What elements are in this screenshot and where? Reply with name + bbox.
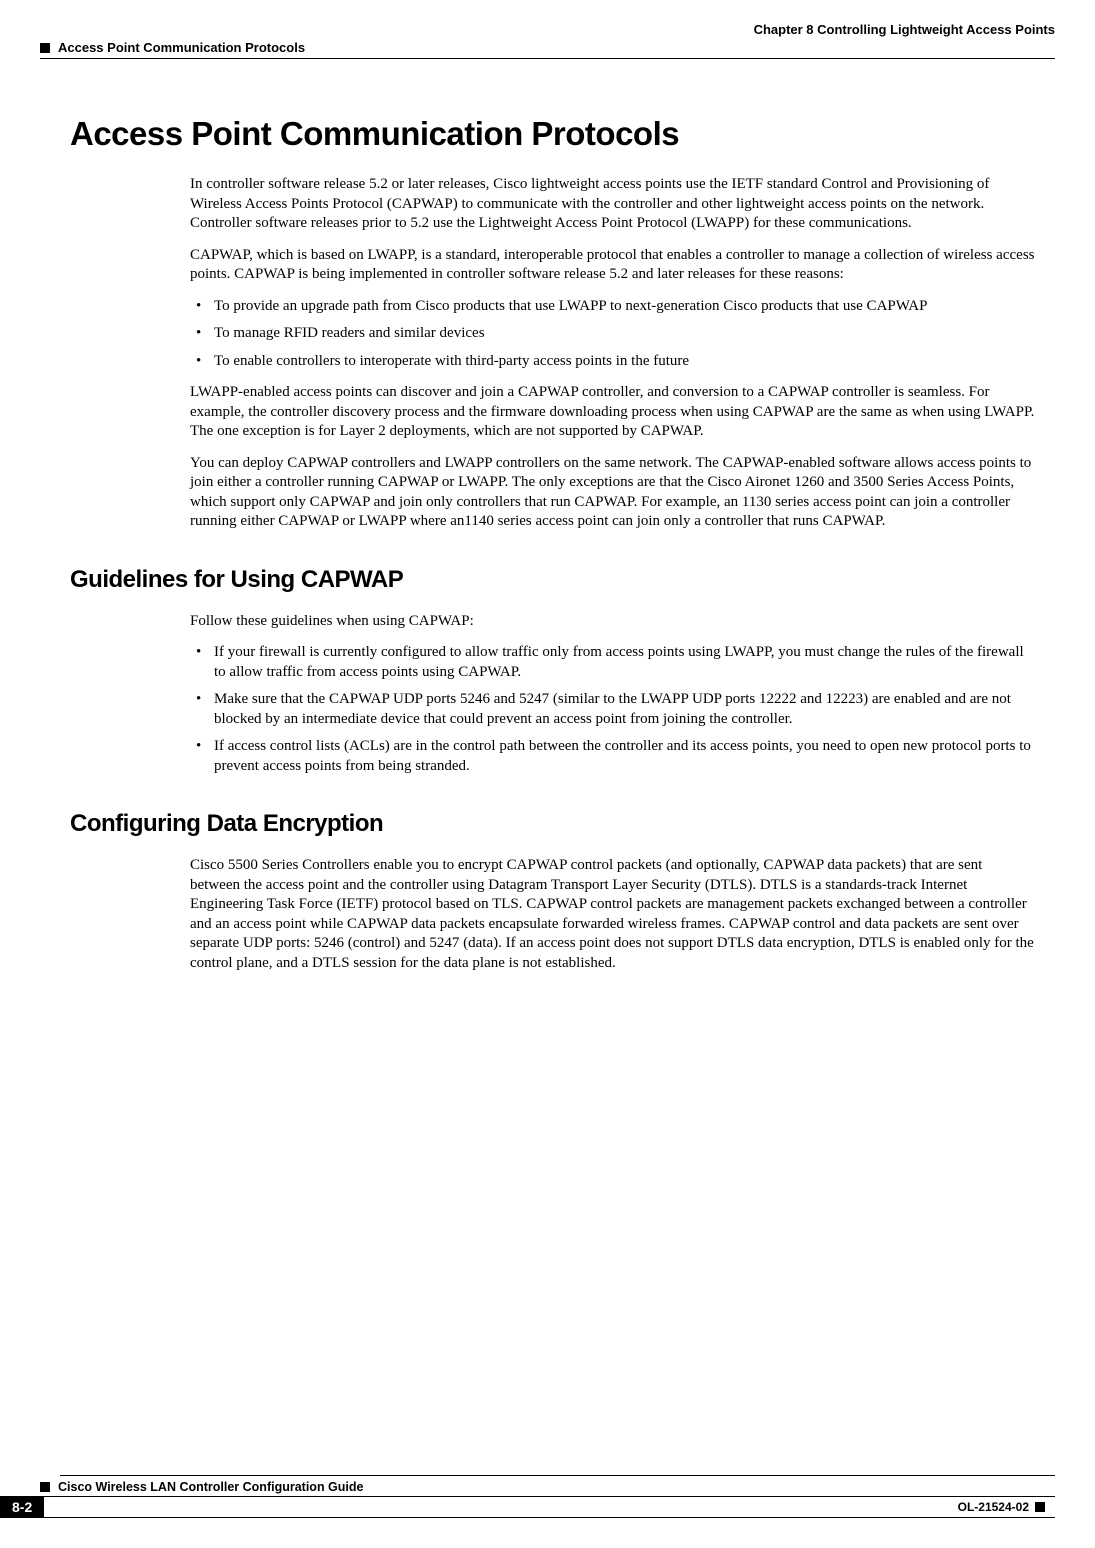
guidelines-block: Follow these guidelines when using CAPWA…	[190, 612, 1035, 777]
footer-square-icon	[40, 1482, 50, 1492]
list-item: If your firewall is currently configured…	[190, 643, 1035, 682]
heading-2-guidelines: Guidelines for Using CAPWAP	[70, 566, 1035, 594]
doc-id: OL-21524-02	[958, 1500, 1029, 1514]
header-right: Chapter 8 Controlling Lightweight Access…	[754, 22, 1055, 37]
footer-title-row: Cisco Wireless LAN Controller Configurat…	[40, 1480, 1095, 1494]
encryption-block: Cisco 5500 Series Controllers enable you…	[190, 856, 1035, 973]
page-content: Access Point Communication Protocols In …	[70, 115, 1035, 985]
header-rule	[40, 58, 1055, 59]
paragraph: You can deploy CAPWAP controllers and LW…	[190, 454, 1035, 532]
paragraph: CAPWAP, which is based on LWAPP, is a st…	[190, 246, 1035, 285]
footer-end-square-icon	[1035, 1502, 1045, 1512]
list-item: To enable controllers to interoperate wi…	[190, 352, 1035, 372]
header-section-title: Access Point Communication Protocols	[58, 40, 305, 55]
page-header: Access Point Communication Protocols Cha…	[40, 22, 1055, 55]
footer-bottom-left: 8-2	[0, 1496, 44, 1518]
paragraph: Cisco 5500 Series Controllers enable you…	[190, 856, 1035, 973]
header-left: Access Point Communication Protocols	[40, 22, 305, 55]
list-item: To provide an upgrade path from Cisco pr…	[190, 297, 1035, 317]
paragraph: In controller software release 5.2 or la…	[190, 175, 1035, 234]
heading-2-encryption: Configuring Data Encryption	[70, 810, 1035, 838]
header-square-icon	[40, 43, 50, 53]
paragraph: LWAPP-enabled access points can discover…	[190, 383, 1035, 442]
paragraph: Follow these guidelines when using CAPWA…	[190, 612, 1035, 632]
header-chapter-title: Chapter 8 Controlling Lightweight Access…	[754, 22, 1055, 37]
intro-block: In controller software release 5.2 or la…	[190, 175, 1035, 532]
heading-1: Access Point Communication Protocols	[70, 115, 1035, 153]
list-item: If access control lists (ACLs) are in th…	[190, 737, 1035, 776]
footer-bar: OL-21524-02	[44, 1496, 1055, 1518]
page-footer: Cisco Wireless LAN Controller Configurat…	[0, 1475, 1095, 1518]
footer-guide-title: Cisco Wireless LAN Controller Configurat…	[58, 1480, 363, 1494]
footer-bottom: 8-2 OL-21524-02	[0, 1496, 1055, 1518]
footer-rule	[60, 1475, 1055, 1476]
list-item: Make sure that the CAPWAP UDP ports 5246…	[190, 690, 1035, 729]
bullet-list: If your firewall is currently configured…	[190, 643, 1035, 776]
page-number: 8-2	[0, 1496, 44, 1518]
list-item: To manage RFID readers and similar devic…	[190, 324, 1035, 344]
bullet-list: To provide an upgrade path from Cisco pr…	[190, 297, 1035, 372]
